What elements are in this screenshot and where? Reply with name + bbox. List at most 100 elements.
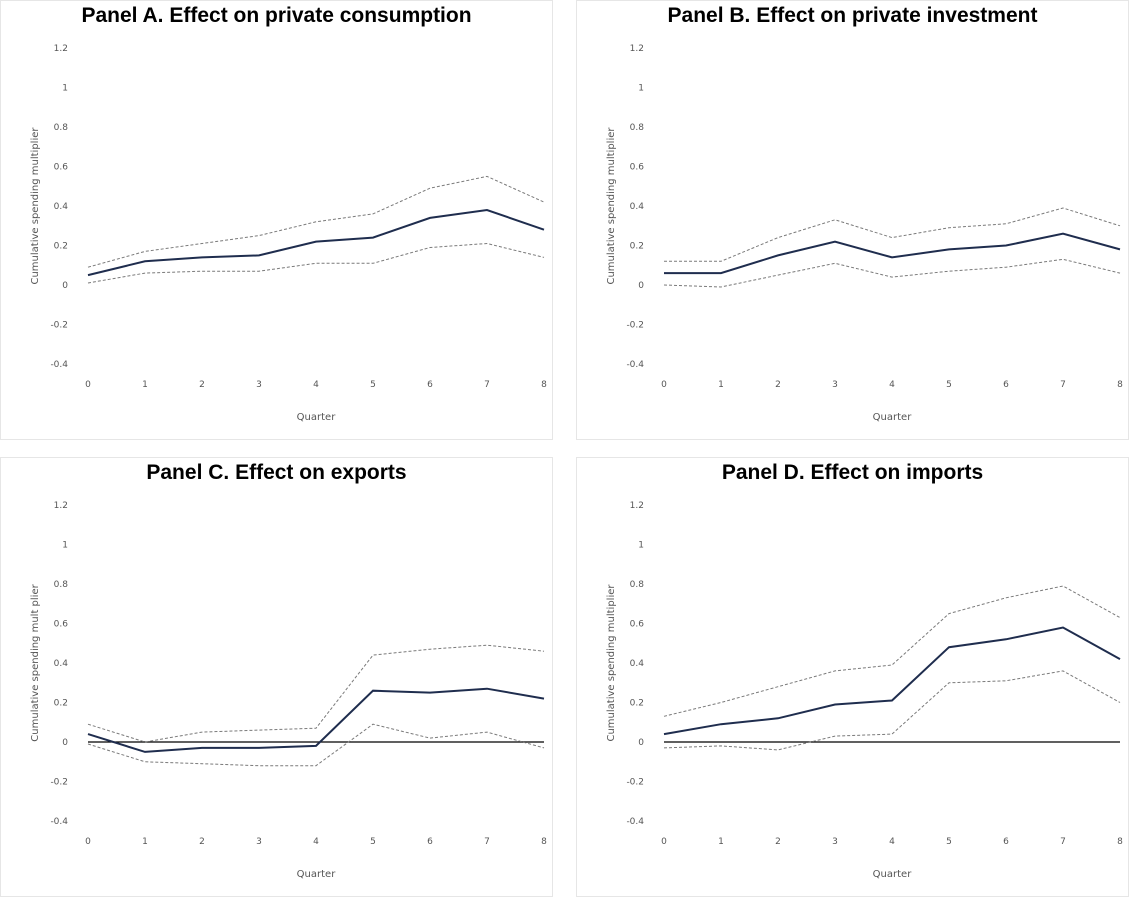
y-tick-label: -0.4 bbox=[626, 817, 644, 827]
y-tick-label: 1 bbox=[638, 541, 644, 551]
panel-c-frame bbox=[0, 457, 553, 897]
x-tick-label: 0 bbox=[661, 837, 667, 847]
x-tick-label: 3 bbox=[832, 837, 838, 847]
panel-c-chart: 1.2 1 0.8 0.6 0.4 0.2 0 -0.2 -0.4 0 1 2 3 4 5 6 7 8 Quarte… bbox=[0, 457, 553, 897]
x-axis-title: Quarter bbox=[873, 412, 913, 423]
series-line-lower bbox=[87, 242, 545, 284]
y-tick-label: -0.2 bbox=[626, 321, 644, 331]
y-axis-title: Cumulative spending multiplier bbox=[606, 127, 617, 285]
x-tick-label: 0 bbox=[85, 380, 91, 390]
y-tick-label: -0.2 bbox=[50, 321, 68, 331]
panel-b-frame bbox=[576, 0, 1129, 440]
panel-a-title: Panel A. Effect on private consumption bbox=[81, 4, 472, 27]
y-tick-label: 0.2 bbox=[54, 699, 68, 709]
y-tick-label: 0.6 bbox=[54, 163, 69, 173]
y-tick-label: 0.4 bbox=[630, 659, 645, 669]
x-axis-title: Quarter bbox=[873, 869, 913, 880]
y-tick-label: -0.2 bbox=[626, 778, 644, 788]
x-tick-label: 1 bbox=[142, 837, 148, 847]
series-line-upper bbox=[664, 207, 1121, 262]
series-line-estimate bbox=[663, 626, 1121, 736]
series-line-lower bbox=[663, 670, 1121, 751]
y-tick-label: 0.6 bbox=[630, 163, 645, 173]
y-tick-label: 0.8 bbox=[54, 123, 69, 133]
y-tick-label: 0.4 bbox=[630, 202, 645, 212]
x-tick-label: 1 bbox=[142, 380, 148, 390]
y-tick-label: 0.4 bbox=[54, 202, 69, 212]
y-tick-label: 1.2 bbox=[630, 501, 644, 511]
x-tick-label: 5 bbox=[370, 837, 376, 847]
x-tick-label: 2 bbox=[199, 837, 205, 847]
y-tick-label: 0.2 bbox=[630, 242, 644, 252]
panel-b: 1.2 1 0.8 0.6 0.4 0.2 0 -0.2 -0.4 0 1 2 3 4 5 6 7 8 Quarte… bbox=[576, 0, 1129, 440]
x-tick-label: 4 bbox=[889, 380, 895, 390]
y-tick-label: 1 bbox=[62, 84, 68, 94]
y-tick-label: 1.2 bbox=[54, 44, 68, 54]
x-tick-label: 7 bbox=[484, 837, 490, 847]
y-tick-label: 0 bbox=[62, 281, 68, 291]
y-axis-title: Cumulative spending mult plier bbox=[30, 583, 41, 741]
y-tick-label: 0.8 bbox=[630, 123, 645, 133]
y-tick-label: 0.2 bbox=[54, 242, 68, 252]
x-tick-label: 6 bbox=[1003, 837, 1009, 847]
y-tick-label: 0.6 bbox=[630, 620, 645, 630]
series-line-upper bbox=[663, 585, 1121, 717]
x-tick-label: 4 bbox=[889, 837, 895, 847]
y-tick-label: 1 bbox=[638, 84, 644, 94]
x-tick-label: 8 bbox=[1117, 837, 1123, 847]
x-tick-label: 3 bbox=[256, 380, 262, 390]
series-line-estimate bbox=[87, 687, 545, 753]
series-line-lower bbox=[87, 723, 545, 767]
x-tick-label: 6 bbox=[1003, 380, 1009, 390]
x-tick-label: 2 bbox=[775, 837, 781, 847]
y-tick-label: -0.4 bbox=[50, 360, 68, 370]
series-line-upper bbox=[87, 175, 545, 268]
y-tick-label: 0 bbox=[638, 281, 644, 291]
panel-a-frame bbox=[0, 0, 553, 440]
panel-d-chart: 1.2 1 0.8 0.6 0.4 0.2 0 -0.2 -0.4 0 1 2 3 4 5 6 7 8 Quarte… bbox=[576, 457, 1129, 897]
y-tick-label: 0.8 bbox=[54, 580, 69, 590]
panel-d: 1.2 1 0.8 0.6 0.4 0.2 0 -0.2 -0.4 0 1 2 3 4 5 6 7 8 Quarte… bbox=[576, 457, 1129, 897]
x-tick-label: 4 bbox=[313, 380, 319, 390]
x-axis-title: Quarter bbox=[297, 412, 337, 423]
panel-a-chart: 1.2 1 0.8 0.6 0.4 0.2 0 -0.2 -0.4 0 1 2 3 4 5 6 7 8 Quarte… bbox=[0, 0, 553, 440]
panel-b-title: Panel B. Effect on private investment bbox=[667, 4, 1038, 27]
series-line-lower bbox=[663, 258, 1121, 288]
panel-d-title: Panel D. Effect on imports bbox=[721, 461, 984, 484]
x-tick-label: 8 bbox=[1117, 380, 1123, 390]
y-tick-label: 0 bbox=[62, 738, 68, 748]
y-tick-label: 0 bbox=[638, 738, 644, 748]
x-tick-label: 1 bbox=[718, 380, 724, 390]
x-tick-label: 0 bbox=[85, 837, 91, 847]
x-tick-label: 6 bbox=[427, 380, 433, 390]
y-tick-label: 0.6 bbox=[54, 620, 69, 630]
x-tick-label: 0 bbox=[661, 380, 667, 390]
x-tick-label: 7 bbox=[484, 380, 490, 390]
x-tick-label: 2 bbox=[199, 380, 205, 390]
y-tick-label: 0.4 bbox=[54, 659, 69, 669]
x-tick-label: 7 bbox=[1060, 380, 1066, 390]
series-line-estimate bbox=[664, 232, 1121, 275]
y-tick-label: 1.2 bbox=[630, 44, 644, 54]
y-axis-title: Cumulative spending multiplier bbox=[606, 584, 617, 742]
x-tick-label: 2 bbox=[775, 380, 781, 390]
panel-c-title: Panel C. Effect on exports bbox=[146, 461, 407, 484]
x-tick-label: 8 bbox=[541, 837, 547, 847]
panel-a: 1.2 1 0.8 0.6 0.4 0.2 0 -0.2 -0.4 0 1 2 3 4 5 6 7 8 Quarte… bbox=[0, 0, 553, 440]
x-tick-label: 5 bbox=[370, 380, 376, 390]
y-tick-label: -0.2 bbox=[50, 778, 68, 788]
x-tick-label: 5 bbox=[946, 380, 952, 390]
x-tick-label: 3 bbox=[256, 837, 262, 847]
x-tick-label: 1 bbox=[718, 837, 724, 847]
panel-d-frame bbox=[576, 457, 1129, 897]
panel-c: 1.2 1 0.8 0.6 0.4 0.2 0 -0.2 -0.4 0 1 2 3 4 5 6 7 8 Quarte… bbox=[0, 457, 553, 897]
x-tick-label: 5 bbox=[946, 837, 952, 847]
x-tick-label: 3 bbox=[832, 380, 838, 390]
y-axis-title: Cumulative spending multiplier bbox=[30, 127, 41, 285]
y-tick-label: 0.2 bbox=[630, 699, 644, 709]
y-tick-label: 1 bbox=[62, 541, 68, 551]
x-tick-label: 6 bbox=[427, 837, 433, 847]
x-tick-label: 8 bbox=[541, 380, 547, 390]
series-line-upper bbox=[87, 644, 545, 743]
y-tick-label: -0.4 bbox=[626, 360, 644, 370]
